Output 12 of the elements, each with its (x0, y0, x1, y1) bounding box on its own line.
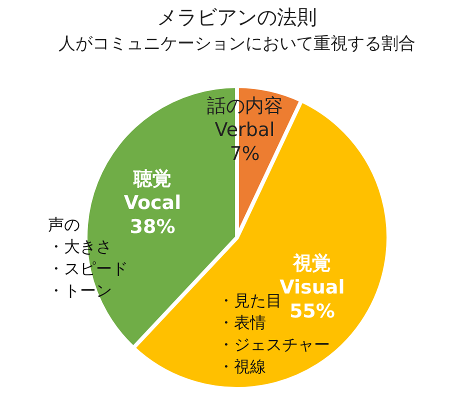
data-label: 55% (289, 300, 335, 323)
slice-label: 聴覚 Vocal (124, 168, 182, 214)
chart-subtitle: 人がコミュニケーションにおいて重視する割合 (58, 33, 416, 55)
text: ・トーン (48, 280, 112, 302)
slice-label: 視覚 Visual (280, 252, 345, 299)
data-label: 38% (130, 216, 176, 238)
text: ・見た目 (218, 291, 282, 312)
text: ・表情 (218, 312, 266, 334)
text: ・ジェスチャー (218, 334, 330, 356)
text: 声の (48, 214, 80, 236)
text: ・視線 (218, 356, 266, 378)
chart-title: メラビアンの法則 (156, 4, 318, 31)
